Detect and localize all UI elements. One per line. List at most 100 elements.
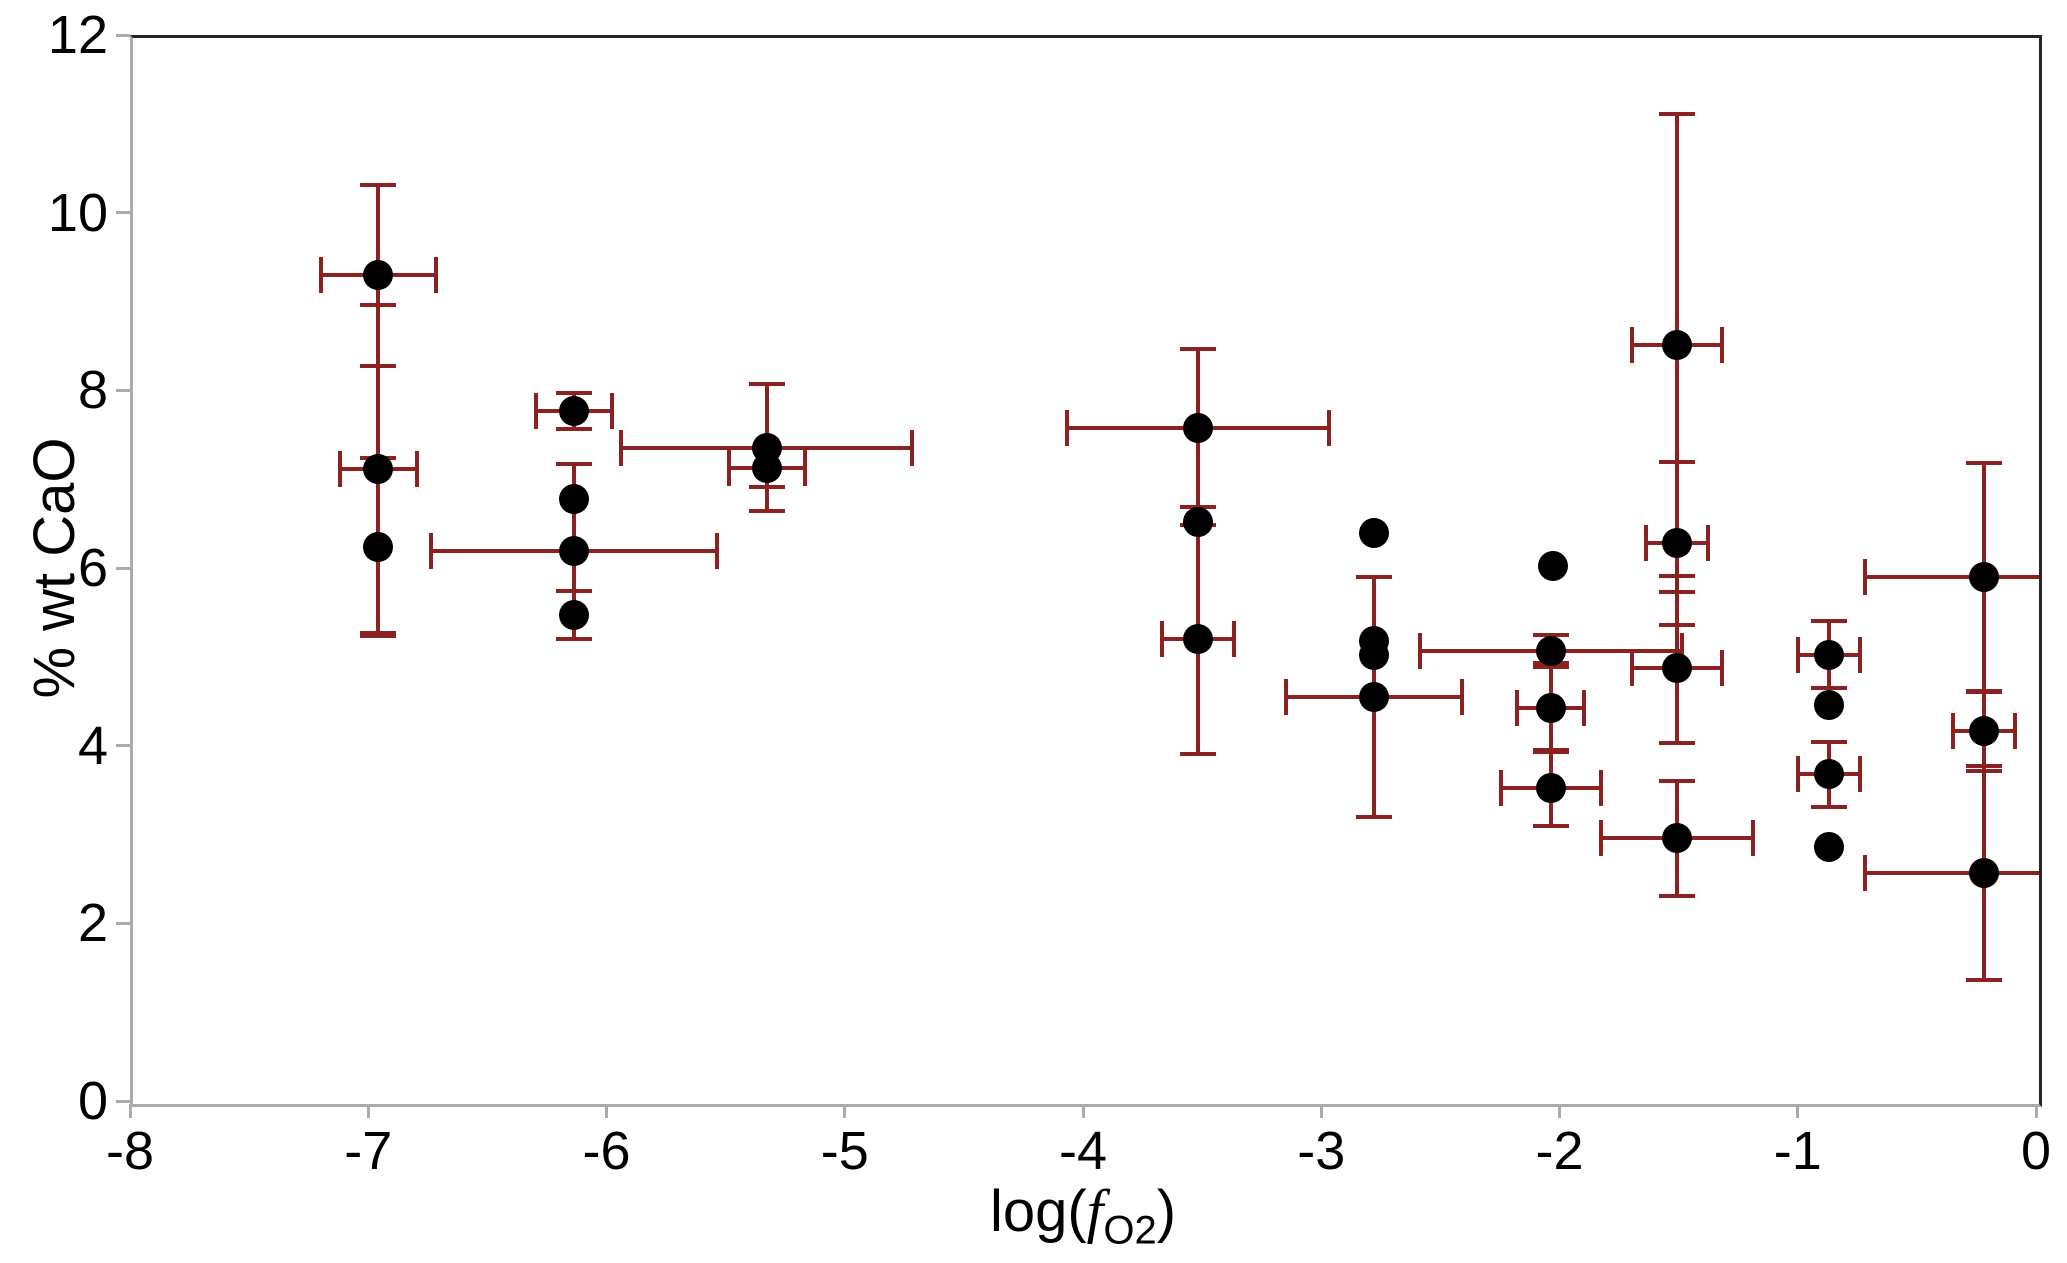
- data-point-marker: [1359, 639, 1390, 670]
- data-point-marker: [1814, 759, 1845, 790]
- x-tick-label: 0: [2020, 1121, 2052, 1181]
- x-error-cap-left: [1160, 621, 1165, 658]
- x-error-stem: [1865, 575, 2039, 580]
- x-error-cap-right: [1720, 327, 1725, 364]
- y-error-cap-bottom: [1179, 751, 1216, 756]
- y-error-cap-top: [360, 182, 397, 187]
- x-axis-label-prefix: log(: [989, 1179, 1087, 1244]
- x-axis-tick: [843, 1104, 847, 1118]
- y-axis-label: % wt CaO: [22, 437, 87, 699]
- x-axis-tick: [1558, 1104, 1561, 1118]
- y-tick-label: 2: [77, 893, 108, 954]
- y-error-cap-bottom: [1532, 823, 1569, 828]
- x-tick-label: -5: [820, 1121, 869, 1181]
- x-error-cap-right: [433, 257, 438, 294]
- x-error-cap-right: [714, 533, 719, 570]
- x-tick-label: -2: [1535, 1121, 1584, 1181]
- y-error-cap-top: [1658, 112, 1695, 117]
- x-error-cap-right: [1231, 621, 1236, 658]
- data-point-marker: [1359, 517, 1390, 548]
- y-error-cap-bottom: [555, 637, 592, 642]
- x-error-cap-right: [1679, 632, 1684, 669]
- y-error-cap-top: [555, 589, 592, 594]
- y-error-cap-bottom: [1356, 815, 1393, 820]
- y-error-cap-top: [360, 302, 397, 307]
- x-tick-label: -7: [344, 1121, 393, 1181]
- y-error-cap-bottom: [748, 485, 785, 490]
- y-error-cap-top: [1532, 632, 1569, 637]
- x-error-cap-right: [2013, 712, 2018, 749]
- data-point-marker: [1969, 858, 2000, 889]
- x-error-cap-right: [1581, 689, 1586, 726]
- y-tick-label: 4: [77, 715, 108, 776]
- y-axis-tick: [116, 744, 130, 748]
- x-error-cap-left: [1951, 712, 1956, 749]
- x-axis-tick: [2034, 1104, 2038, 1118]
- y-error-cap-top: [1179, 346, 1216, 351]
- x-error-cap-left: [1863, 559, 1868, 596]
- y-tick-label: 8: [77, 360, 108, 421]
- data-point-marker: [1182, 507, 1213, 538]
- data-point-marker: [1969, 715, 2000, 746]
- data-point-marker: [558, 484, 589, 515]
- y-error-cap-bottom: [1658, 894, 1695, 899]
- y-axis-tick: [116, 33, 130, 37]
- x-error-cap-left: [1796, 756, 1801, 793]
- x-error-cap-right: [1751, 820, 1756, 857]
- data-point-marker: [1182, 624, 1213, 655]
- x-tick-label: -8: [105, 1121, 155, 1181]
- data-point-marker: [1969, 562, 2000, 593]
- x-error-cap-right: [1720, 649, 1725, 686]
- data-point-marker: [1661, 823, 1692, 854]
- y-error-cap-top: [1658, 778, 1695, 783]
- x-error-cap-right: [910, 429, 915, 466]
- x-error-cap-left: [726, 449, 731, 486]
- y-tick-label: 6: [77, 538, 108, 598]
- y-error-cap-top: [1966, 460, 2003, 465]
- y-error-cap-top: [555, 391, 592, 396]
- y-error-cap-top: [748, 382, 785, 387]
- x-tick-label: -1: [1773, 1121, 1822, 1181]
- x-error-cap-right: [609, 393, 614, 430]
- y-axis-tick: [116, 566, 130, 570]
- y-error-cap-bottom: [1966, 977, 2003, 982]
- y-error-cap-top: [1966, 764, 2003, 769]
- y-error-cap-top: [1811, 618, 1848, 623]
- y-axis-tick: [116, 388, 130, 392]
- data-point-marker: [1535, 772, 1566, 803]
- x-error-cap-right: [1598, 769, 1603, 806]
- x-tick-label: -6: [582, 1121, 631, 1181]
- x-error-cap-left: [533, 393, 538, 430]
- y-error-cap-top: [555, 462, 592, 467]
- x-error-cap-left: [1515, 689, 1520, 726]
- data-point-marker: [1661, 528, 1692, 559]
- plot-area: [130, 35, 2042, 1107]
- x-error-cap-left: [1598, 820, 1603, 857]
- x-error-cap-left: [1284, 679, 1289, 716]
- data-point-marker: [1535, 692, 1566, 723]
- y-error-cap-top: [1658, 590, 1695, 595]
- x-error-cap-right: [1858, 756, 1863, 793]
- data-point-marker: [558, 396, 589, 427]
- y-error-cap-top: [1811, 739, 1848, 744]
- y-error-cap-bottom: [1811, 805, 1848, 810]
- x-error-cap-right: [802, 449, 807, 486]
- data-point-marker: [1814, 690, 1845, 721]
- y-error-cap-bottom: [748, 508, 785, 513]
- data-point-marker: [1661, 330, 1692, 361]
- y-axis-tick: [116, 1099, 130, 1103]
- x-error-cap-right: [1705, 525, 1710, 562]
- x-tick-label: -3: [1297, 1121, 1346, 1181]
- data-point-marker: [751, 452, 782, 483]
- x-error-cap-left: [1643, 525, 1648, 562]
- y-error-cap-top: [1356, 575, 1393, 580]
- data-point-marker: [363, 453, 394, 484]
- y-axis-tick: [116, 211, 130, 215]
- x-error-cap-right: [1327, 409, 1331, 446]
- data-point-marker: [558, 600, 589, 631]
- x-axis-tick: [1796, 1104, 1800, 1118]
- x-axis-tick: [1081, 1104, 1085, 1118]
- data-point-marker: [1182, 412, 1213, 443]
- y-tick-label: 10: [47, 182, 108, 243]
